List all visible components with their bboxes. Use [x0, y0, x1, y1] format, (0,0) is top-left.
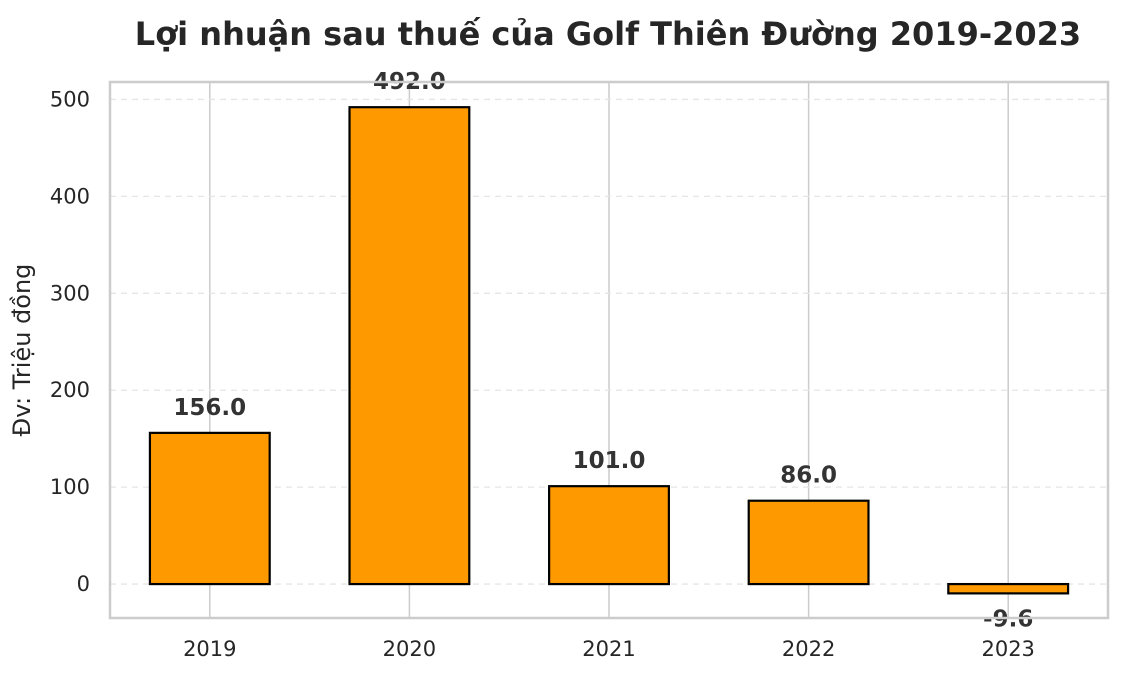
y-axis-label: Đv: Triệu đồng: [8, 264, 36, 437]
bar-2021: [548, 485, 670, 586]
x-axis-ticks: 2019 2020 2021 2022 2023: [183, 637, 1035, 661]
y-tick-label: 0: [77, 572, 90, 596]
data-label-2022: 86.0: [780, 463, 837, 489]
y-tick-label: 100: [50, 475, 90, 499]
y-tick-label: 300: [50, 281, 90, 305]
data-label-2019: 156.0: [173, 395, 246, 421]
data-label-2021: 101.0: [573, 448, 646, 474]
bar-2019: [148, 431, 271, 586]
bars: [148, 106, 1070, 595]
y-axis-ticks: 0 100 200 300 400 500: [50, 87, 90, 596]
bar-2020: [348, 106, 471, 586]
plot-frame: [108, 80, 1110, 620]
bar-2022: [747, 499, 870, 586]
x-tick-label: 2023: [981, 637, 1034, 661]
x-tick-label: 2021: [582, 637, 635, 661]
data-label-2023: -9.6: [983, 606, 1033, 632]
y-tick-label: 200: [50, 378, 90, 402]
x-tick-label: 2019: [183, 637, 236, 661]
x-tick-label: 2022: [782, 637, 835, 661]
y-tick-label: 400: [50, 184, 90, 208]
bar-2023: [947, 582, 1070, 595]
chart-title: Lợi nhuận sau thuế của Golf Thiên Đường …: [135, 15, 1081, 53]
x-tick-label: 2020: [383, 637, 436, 661]
y-tick-label: 500: [50, 87, 90, 111]
